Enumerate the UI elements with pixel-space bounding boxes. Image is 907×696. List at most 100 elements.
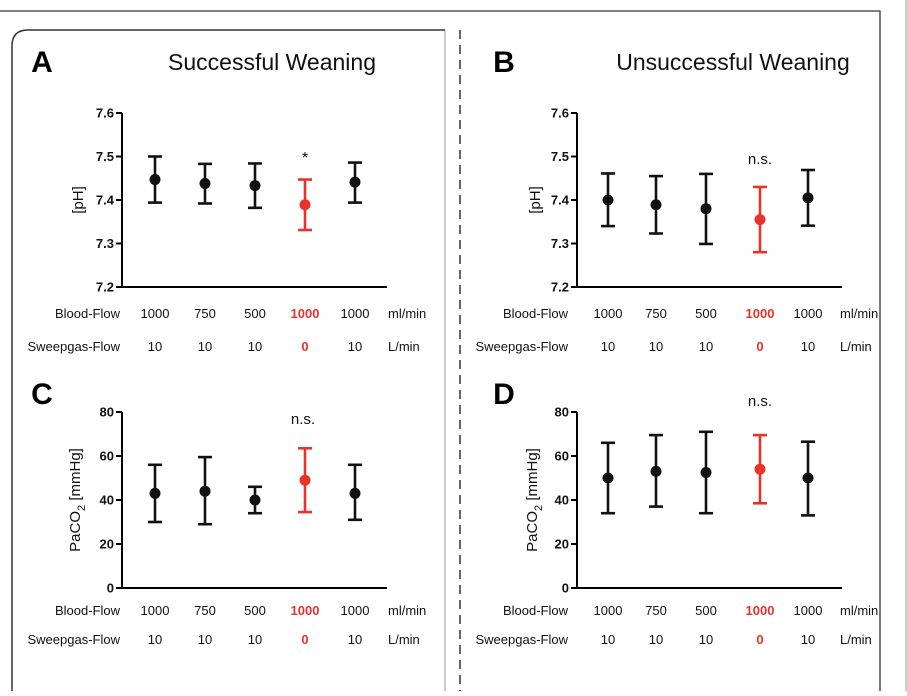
row-value: 0: [756, 339, 763, 354]
data-point-group: [198, 162, 212, 205]
y-tick-label: 7.3: [96, 236, 114, 251]
data-point: [650, 465, 662, 477]
row-unit: ml/min: [840, 603, 878, 618]
y-axis-label-subscript: 2: [533, 505, 545, 511]
y-tick-label: 40: [100, 493, 114, 508]
y-tick-label: 7.2: [96, 280, 114, 295]
data-point: [802, 472, 814, 484]
row-value: 10: [148, 339, 162, 354]
row-value: 750: [645, 306, 667, 321]
row-value: 1000: [291, 306, 320, 321]
y-axis-label-text: PaCO: [524, 511, 541, 552]
data-point: [249, 494, 261, 506]
panel-letter: B: [493, 46, 515, 79]
row-value: 1000: [794, 603, 823, 618]
row-label: Sweepgas-Flow: [476, 632, 569, 647]
data-point: [249, 180, 261, 192]
data-point: [650, 199, 662, 211]
significance-annotation: n.s.: [291, 411, 315, 428]
data-point: [700, 203, 712, 215]
y-tick-label: 80: [100, 405, 114, 420]
row-unit: L/min: [388, 339, 420, 354]
row-value: 1000: [141, 603, 170, 618]
row-value: 500: [244, 603, 266, 618]
row-value: 500: [695, 306, 717, 321]
data-point-group: [348, 161, 362, 204]
row-value: 10: [601, 632, 615, 647]
significance-annotation: *: [302, 150, 308, 167]
row-value: 10: [348, 339, 362, 354]
panel-letter: C: [31, 378, 53, 411]
data-point-group: [699, 172, 713, 246]
significance-annotation: n.s.: [748, 151, 772, 168]
data-point-group: [298, 446, 312, 514]
data-point-group: [649, 433, 663, 508]
data-point: [754, 463, 766, 475]
row-label: Sweepgas-Flow: [28, 632, 121, 647]
y-tick-label: 7.3: [551, 236, 569, 251]
y-axis-label-text: [pH]: [70, 186, 87, 214]
row-value: 1000: [746, 603, 775, 618]
data-point: [349, 176, 361, 188]
row-value: 1000: [291, 603, 320, 618]
row-value: 750: [194, 306, 216, 321]
row-value: 0: [756, 632, 763, 647]
y-axis-label-unit: [mmHg]: [67, 448, 84, 505]
y-tick-label: 7.2: [551, 280, 569, 295]
data-point: [149, 487, 161, 499]
data-point: [299, 199, 311, 211]
row-label: Blood-Flow: [503, 603, 569, 618]
row-value: 1000: [341, 306, 370, 321]
row-unit: ml/min: [388, 306, 426, 321]
row-value: 1000: [794, 306, 823, 321]
row-label: Sweepgas-Flow: [28, 339, 121, 354]
y-axis-label: PaCO2 [mmHg]: [524, 448, 545, 552]
row-unit: L/min: [840, 632, 872, 647]
row-label: Blood-Flow: [55, 603, 121, 618]
panel-b: B Unsuccessful Weaning 7.2 7.3 7.4 7.5 7.6 [pH]…: [476, 46, 879, 354]
panel-title: Unsuccessful Weaning: [616, 49, 850, 75]
y-tick-label: 7.4: [96, 193, 115, 208]
row-value: 10: [801, 632, 815, 647]
y-axis-label: [pH]: [70, 186, 87, 214]
data-point-group: [753, 433, 767, 505]
y-tick-label: 0: [562, 581, 569, 596]
data-point: [700, 467, 712, 478]
significance-annotation: n.s.: [748, 393, 772, 410]
data-point-group: [148, 463, 162, 524]
data-point: [199, 485, 211, 497]
data-point-group: [348, 463, 362, 522]
row-value: 10: [699, 339, 713, 354]
row-unit: ml/min: [388, 603, 426, 618]
row-label: Blood-Flow: [55, 306, 121, 321]
data-point: [299, 474, 311, 486]
data-point-group: [198, 455, 212, 526]
panel-a: A Successful Weaning 7.2 7.3 7.4 7.5 7.6 [pH] * B…: [28, 46, 427, 354]
data-point-group: [601, 441, 615, 515]
row-value: 500: [244, 306, 266, 321]
y-tick-label: 0: [107, 581, 114, 596]
y-tick-label: 7.6: [96, 106, 114, 121]
row-unit: ml/min: [840, 306, 878, 321]
panel-letter: A: [31, 46, 53, 79]
row-value: 10: [699, 632, 713, 647]
y-tick-label: 7.5: [551, 149, 569, 164]
row-value: 10: [801, 339, 815, 354]
data-point: [149, 174, 161, 186]
frame-top-right-edge: [0, 10, 881, 691]
row-value: 10: [198, 339, 212, 354]
y-tick-label: 60: [100, 449, 114, 464]
y-tick-label: 80: [555, 405, 569, 420]
y-axis-label: [pH]: [527, 186, 544, 214]
row-value: 750: [645, 603, 667, 618]
data-point-group: [248, 485, 262, 515]
y-tick-label: 20: [555, 537, 569, 552]
row-value: 1000: [341, 603, 370, 618]
row-label: Blood-Flow: [503, 306, 569, 321]
data-point-group: [801, 168, 815, 227]
